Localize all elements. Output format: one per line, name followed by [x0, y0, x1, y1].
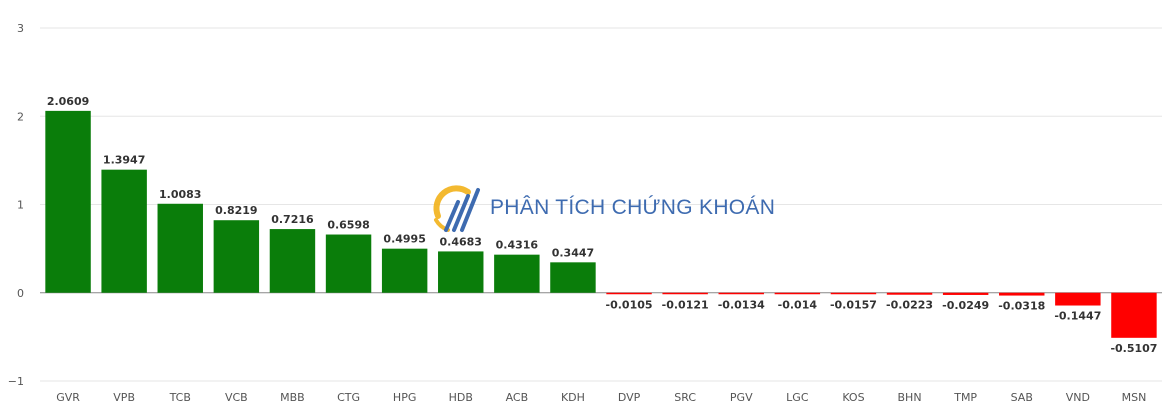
x-tick-label: ACB: [506, 391, 529, 404]
data-label: -0.0223: [886, 299, 933, 312]
x-tick-label: GVR: [56, 391, 80, 404]
data-label: 0.4995: [383, 233, 425, 246]
bar: [774, 292, 821, 295]
data-label: 0.4316: [496, 239, 539, 252]
data-label: -0.1447: [1054, 310, 1101, 323]
data-label: -0.014: [778, 298, 818, 311]
x-tick-label: HPG: [393, 391, 416, 404]
x-tick-label: VCB: [225, 391, 248, 404]
data-label: 2.0609: [47, 95, 89, 108]
data-label: 0.8219: [215, 204, 257, 217]
bar: [606, 292, 652, 295]
data-label: -0.0157: [830, 298, 877, 311]
bar: [886, 292, 933, 295]
y-tick-label: 3: [17, 22, 24, 35]
bar: [213, 220, 260, 293]
y-tick-label: −1: [8, 375, 24, 388]
bar: [438, 251, 484, 293]
x-tick-label: BHN: [898, 391, 922, 404]
bar: [325, 234, 372, 293]
y-tick-label: 2: [17, 110, 24, 123]
x-tick-label: TCB: [169, 391, 191, 404]
data-label: 0.7216: [271, 213, 314, 226]
bar: [269, 229, 316, 293]
x-tick-label: DVP: [618, 391, 641, 404]
data-label: 0.6598: [327, 219, 369, 232]
data-label: 0.4683: [440, 235, 482, 248]
bar: [662, 292, 708, 295]
x-tick-label: MBB: [280, 391, 305, 404]
bar: [942, 292, 989, 295]
data-label: -0.0318: [998, 300, 1045, 313]
data-label: 1.3947: [103, 154, 145, 167]
y-tick-label: 1: [17, 199, 24, 212]
bar: [830, 292, 877, 295]
x-tick-label: TMP: [953, 391, 977, 404]
y-tick-label: 0: [17, 287, 24, 300]
x-tick-label: SAB: [1011, 391, 1033, 404]
bar: [381, 248, 428, 293]
data-label: -0.0105: [606, 298, 653, 311]
data-label: -0.0134: [718, 298, 765, 311]
x-tick-label: PGV: [730, 391, 753, 404]
data-label: -0.0249: [942, 299, 989, 312]
x-tick-label: VPB: [113, 391, 135, 404]
bar: [157, 203, 203, 293]
x-tick-label: CTG: [337, 391, 360, 404]
data-label: 1.0083: [159, 188, 201, 201]
data-label: 0.3447: [552, 246, 594, 259]
x-tick-label: LGC: [786, 391, 809, 404]
bar: [550, 262, 596, 293]
bar: [101, 169, 147, 293]
bar: [1055, 292, 1101, 306]
x-tick-label: MSN: [1122, 391, 1147, 404]
x-tick-label: HDB: [449, 391, 473, 404]
data-label: -0.0121: [662, 298, 709, 311]
x-tick-label: VND: [1066, 391, 1090, 404]
bar: [45, 110, 91, 293]
bar: [1111, 292, 1157, 338]
x-tick-label: KOS: [842, 391, 864, 404]
data-label: -0.5107: [1110, 342, 1157, 355]
x-tick-label: KDH: [561, 391, 585, 404]
bar: [718, 292, 764, 295]
x-tick-label: SRC: [674, 391, 696, 404]
bar: [494, 254, 540, 293]
bar: [999, 292, 1045, 296]
